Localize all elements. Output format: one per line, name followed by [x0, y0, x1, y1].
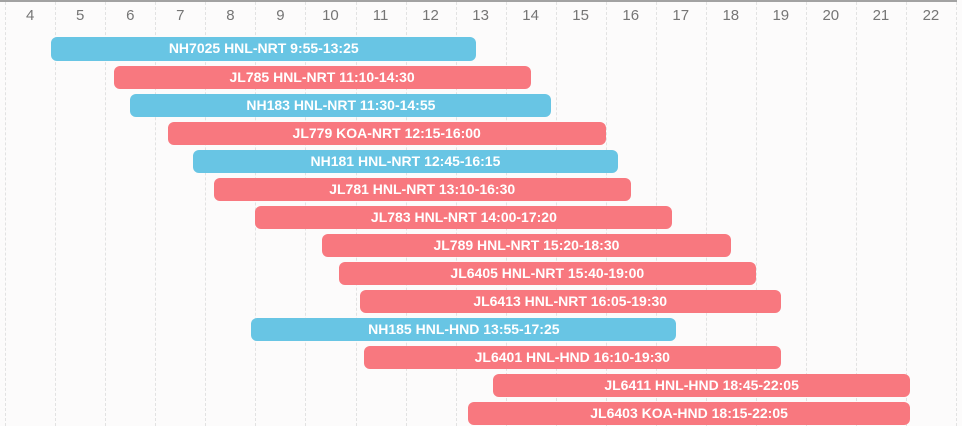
gridline-hour-22 — [905, 2, 907, 426]
axis-tick-label-22: 22 — [922, 7, 940, 24]
gantt-bar-JL779[interactable]: JL779 KOA-NRT 12:15-16:00 — [167, 121, 606, 145]
gantt-bar-JL6411[interactable]: JL6411 HNL-HND 18:45-22:05 — [493, 374, 911, 398]
gridline-hour-18 — [705, 2, 707, 426]
axis-tick-label-7: 7 — [176, 7, 185, 24]
axis-tick-label-9: 9 — [276, 7, 285, 24]
gantt-bar-JL789[interactable]: JL789 HNL-NRT 15:20-18:30 — [322, 233, 731, 258]
gridline-hour-23 — [956, 2, 957, 426]
axis-tick-label-14: 14 — [522, 7, 539, 24]
gridline-hour-8 — [205, 2, 207, 426]
gantt-bar-NH183[interactable]: NH183 HNL-NRT 11:30-14:55 — [130, 93, 552, 117]
axis-tick-label-13: 13 — [472, 7, 489, 24]
gantt-bar-JL785[interactable]: JL785 HNL-NRT 11:10-14:30 — [113, 65, 531, 89]
gantt-bar-JL6405[interactable]: JL6405 HNL-NRT 15:40-19:00 — [338, 261, 756, 286]
gantt-bar-JL6413[interactable]: JL6413 HNL-NRT 16:05-19:30 — [359, 289, 781, 314]
axis-tick-label-5: 5 — [76, 7, 85, 24]
axis-tick-label-17: 17 — [672, 7, 690, 24]
axis-tick-label-18: 18 — [722, 7, 740, 24]
gridline-hour-20 — [805, 2, 807, 426]
gridline-hour-6 — [105, 2, 107, 426]
gantt-bar-JL6403[interactable]: JL6403 KOA-HND 18:15-22:05 — [468, 402, 911, 426]
axis-tick-label-11: 11 — [372, 7, 389, 24]
gantt-bar-NH7025[interactable]: NH7025 HNL-NRT 9:55-13:25 — [51, 37, 477, 61]
gridline-hour-4 — [5, 2, 7, 426]
axis-tick-label-6: 6 — [126, 7, 135, 24]
gridline-hour-19 — [755, 2, 757, 426]
chart-top-border — [0, 0, 957, 2]
gridline-hour-7 — [155, 2, 157, 426]
axis-tick-label-16: 16 — [622, 7, 640, 24]
gantt-bar-NH181[interactable]: NH181 HNL-NRT 12:45-16:15 — [192, 149, 619, 173]
axis-tick-label-21: 21 — [872, 7, 890, 24]
axis-tick-label-4: 4 — [26, 7, 35, 24]
gantt-bar-NH185[interactable]: NH185 HNL-HND 13:55-17:25 — [251, 318, 677, 342]
gantt-bar-JL781[interactable]: JL781 HNL-NRT 13:10-16:30 — [213, 177, 631, 201]
gantt-bar-JL6401[interactable]: JL6401 HNL-HND 16:10-19:30 — [363, 346, 781, 370]
axis-tick-label-10: 10 — [322, 7, 339, 24]
gantt-bar-JL783[interactable]: JL783 HNL-NRT 14:00-17:20 — [255, 205, 673, 230]
axis-tick-label-12: 12 — [422, 7, 439, 24]
gridline-hour-21 — [855, 2, 857, 426]
axis-tick-label-8: 8 — [226, 7, 235, 24]
axis-tick-label-20: 20 — [822, 7, 840, 24]
axis-tick-label-15: 15 — [572, 7, 589, 24]
axis-tick-label-19: 19 — [772, 7, 790, 24]
gridline-hour-5 — [55, 2, 57, 426]
